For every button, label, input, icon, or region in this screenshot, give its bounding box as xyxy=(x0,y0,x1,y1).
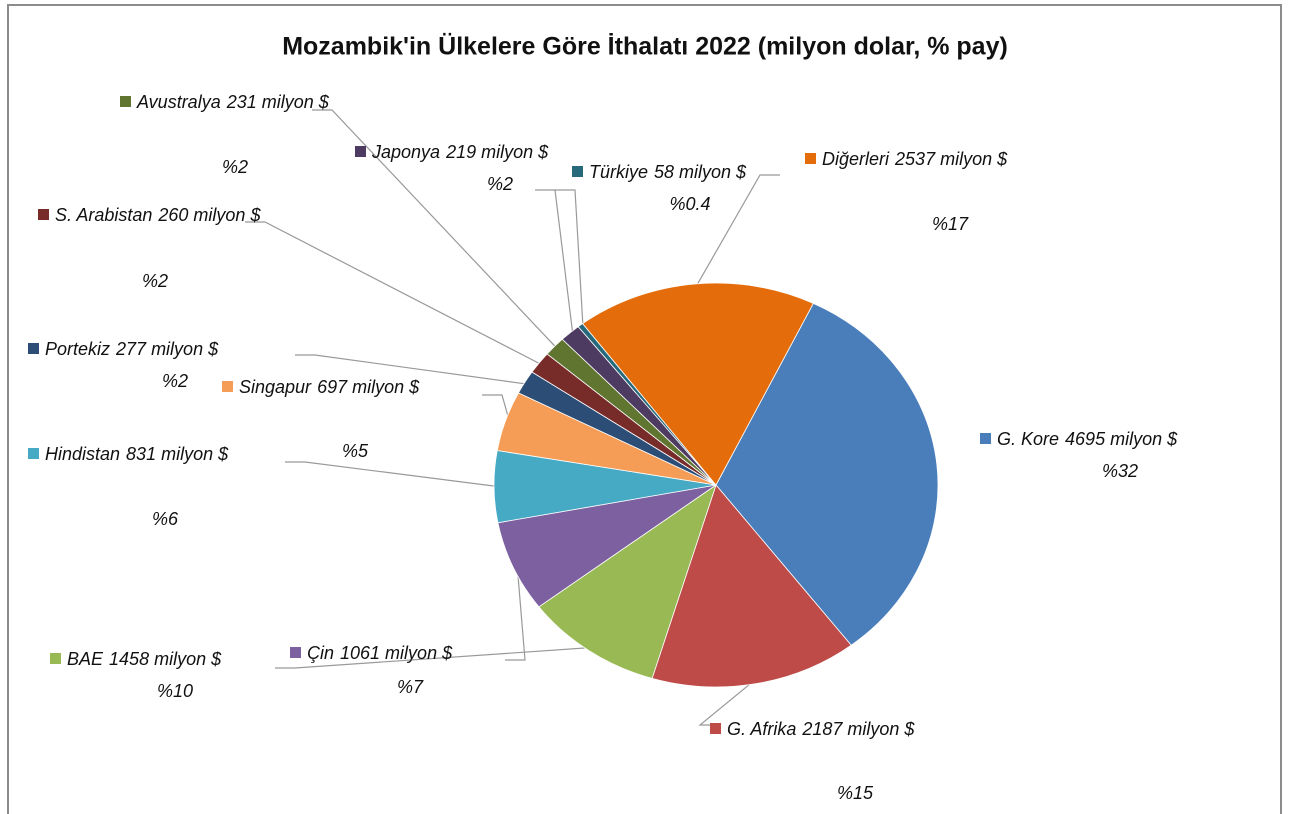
label-value: 231 milyon $ xyxy=(226,92,330,112)
leader-line xyxy=(275,646,592,669)
pie-slice xyxy=(581,282,814,486)
leader-line xyxy=(312,109,559,350)
label-category: BAE xyxy=(67,649,104,669)
label-value: 58 milyon $ xyxy=(654,162,747,182)
label-percent: %10 xyxy=(157,681,193,701)
leader-line xyxy=(285,461,499,488)
data-label: Türkiye 58 milyon $ xyxy=(589,162,747,182)
data-label: Singapur 697 milyon $ xyxy=(239,377,420,397)
label-category: Avustralya xyxy=(136,92,221,112)
label-percent: %32 xyxy=(1102,461,1138,481)
data-label: G. Kore 4695 milyon $ xyxy=(997,429,1178,449)
data-label: Çin 1061 milyon $ xyxy=(307,643,453,663)
leader-line xyxy=(505,565,526,661)
label-value: 1458 milyon $ xyxy=(109,649,222,669)
data-label: S. Arabistan 260 milyon $ xyxy=(55,205,261,225)
data-label: Diğerleri 2537 milyon $ xyxy=(822,149,1008,169)
legend-key xyxy=(805,153,816,164)
label-percent: %2 xyxy=(142,271,168,291)
label-category: Singapur xyxy=(239,377,312,397)
label-category: G. Kore xyxy=(997,429,1059,449)
label-category: Hindistan xyxy=(45,444,120,464)
chart-title: Mozambik'in Ülkelere Göre İthalatı 2022 … xyxy=(282,32,1008,61)
pie-slice xyxy=(715,302,939,646)
label-category: Diğerleri xyxy=(822,149,890,169)
data-label: G. Afrika 2187 milyon $ xyxy=(727,719,915,739)
label-value: 219 milyon $ xyxy=(445,142,549,162)
label-category: Çin xyxy=(307,643,334,663)
pie-slice xyxy=(651,484,852,688)
label-percent: %7 xyxy=(397,677,424,697)
legend-key xyxy=(38,209,49,220)
data-label: Hindistan 831 milyon $ xyxy=(45,444,229,464)
label-percent: %5 xyxy=(342,441,369,461)
label-value: 260 milyon $ xyxy=(157,205,261,225)
label-value: 697 milyon $ xyxy=(317,377,420,397)
label-value: 4695 milyon $ xyxy=(1065,429,1178,449)
label-percent: %6 xyxy=(152,509,179,529)
label-category: S. Arabistan xyxy=(55,205,152,225)
legend-key xyxy=(355,146,366,157)
data-label: BAE 1458 milyon $ xyxy=(67,649,222,669)
label-category: Portekiz xyxy=(45,339,110,359)
label-value: 831 milyon $ xyxy=(126,444,229,464)
legend-key xyxy=(572,166,583,177)
label-percent: %0.4 xyxy=(669,194,710,214)
label-value: 2187 milyon $ xyxy=(801,719,915,739)
legend-key xyxy=(28,343,39,354)
legend-key xyxy=(50,653,61,664)
label-category: G. Afrika xyxy=(727,719,796,739)
data-label: Japonya 219 milyon $ xyxy=(371,142,549,162)
label-value: 1061 milyon $ xyxy=(340,643,453,663)
label-percent: %17 xyxy=(932,214,969,234)
label-percent: %15 xyxy=(837,783,874,803)
label-percent: %2 xyxy=(222,157,248,177)
legend-key xyxy=(710,723,721,734)
legend-key xyxy=(980,433,991,444)
label-value: 2537 milyon $ xyxy=(894,149,1008,169)
label-category: Japonya xyxy=(371,142,440,162)
legend-key xyxy=(222,381,233,392)
leader-line xyxy=(482,394,511,423)
label-percent: %2 xyxy=(162,371,188,391)
leader-line xyxy=(245,221,544,366)
pie-slice xyxy=(538,483,717,679)
pie-slice xyxy=(497,484,717,608)
leader-line xyxy=(555,189,584,329)
data-label: Avustralya 231 milyon $ xyxy=(136,92,330,112)
label-category: Türkiye xyxy=(589,162,648,182)
label-value: 277 milyon $ xyxy=(115,339,219,359)
legend-key xyxy=(290,647,301,658)
legend-key xyxy=(28,448,39,459)
leader-line xyxy=(694,174,780,289)
legend-key xyxy=(120,96,131,107)
data-label: Portekiz 277 milyon $ xyxy=(45,339,219,359)
label-percent: %2 xyxy=(487,174,513,194)
leader-line xyxy=(295,354,529,385)
